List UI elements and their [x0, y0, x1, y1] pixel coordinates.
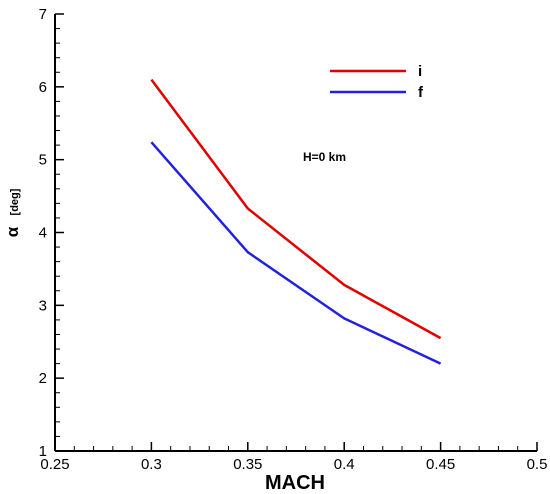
y-tick-label: 3	[39, 297, 47, 314]
x-tick-label: 0.45	[426, 456, 455, 473]
y-tick-label: 7	[39, 6, 47, 23]
series-line-f	[150, 141, 442, 365]
legend-label-f: f	[418, 84, 424, 101]
y-axis-title: α	[3, 226, 22, 237]
x-tick-label: 0.25	[40, 456, 69, 473]
y-axis-unit: [deg]	[9, 188, 21, 215]
y-tick-label: 1	[39, 443, 47, 460]
altitude-annotation: H=0 km	[303, 150, 346, 164]
y-tick-label: 6	[39, 79, 47, 96]
y-tick-label: 5	[39, 152, 47, 169]
y-tick-label: 4	[39, 225, 47, 242]
series-line-i	[150, 78, 442, 340]
y-tick-label: 2	[39, 370, 47, 387]
legend-label-i: i	[418, 63, 422, 80]
x-tick-label: 0.5	[527, 456, 548, 473]
x-tick-label: 0.4	[334, 456, 355, 473]
x-tick-label: 0.3	[141, 456, 162, 473]
legend: i f	[330, 63, 424, 101]
x-axis-title: MACH	[265, 472, 325, 494]
y-axis-title-group: α [deg]	[3, 188, 22, 237]
x-tick-label: 0.35	[233, 456, 262, 473]
